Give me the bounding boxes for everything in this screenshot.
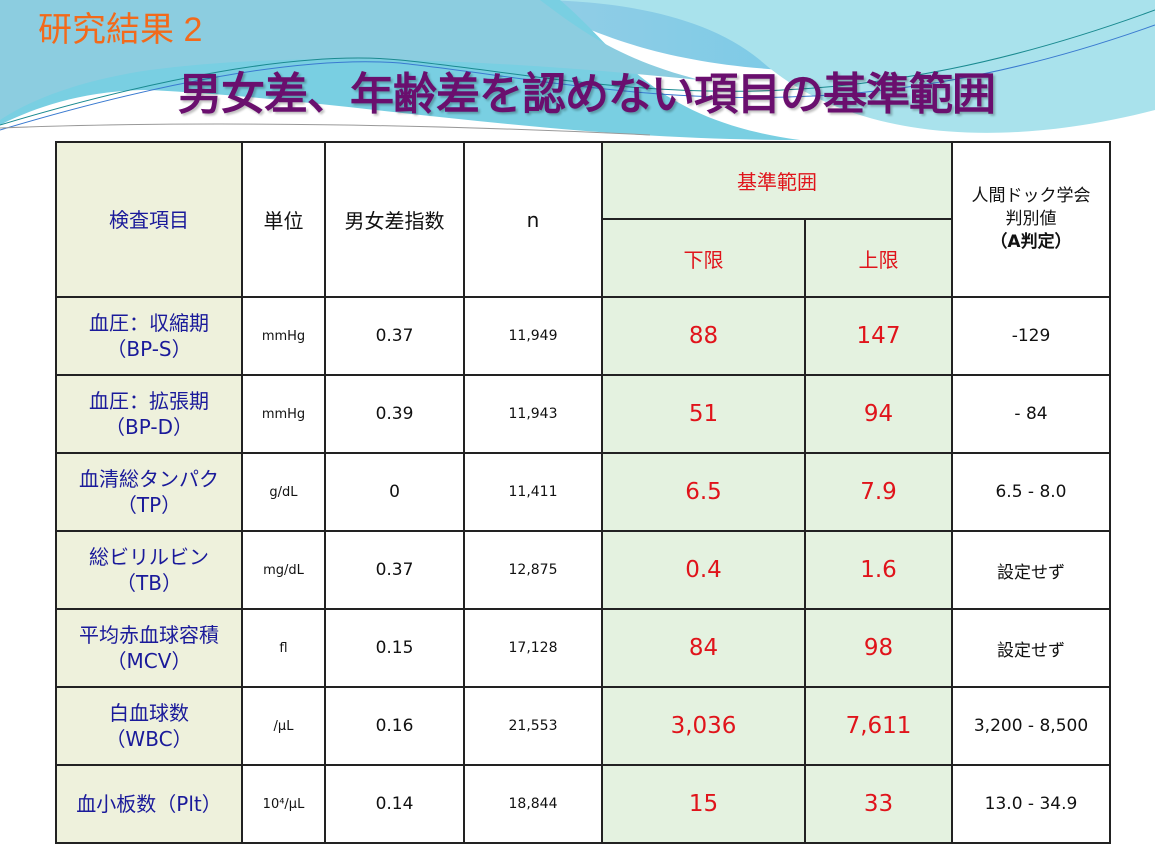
lower-limit-cell: 0.4: [601, 530, 806, 610]
upper-limit-cell: 147: [804, 296, 953, 376]
item-name-line2: （TB）: [116, 571, 182, 595]
n-cell: 11,411: [463, 452, 603, 532]
upper-limit-cell: 7.9: [804, 452, 953, 532]
table-row: 総ビリルビン （TB） mg/dL 0.37 12,875 0.4 1.6 設定せ…: [55, 530, 1111, 610]
n-cell: 18,844: [463, 764, 603, 844]
lower-limit-cell: 51: [601, 374, 806, 454]
sex-index-cell: 0.14: [324, 764, 465, 844]
reference-range-table: 検査項目 単位 男女差指数 n 基準範囲 人間ドック学会 判別値 （A判定） 下…: [55, 141, 1111, 844]
upper-limit-cell: 33: [804, 764, 953, 844]
item-name-line1: 血圧：収縮期: [89, 311, 209, 335]
sex-index-cell: 0.39: [324, 374, 465, 454]
lower-limit-cell: 3,036: [601, 686, 806, 766]
n-cell: 17,128: [463, 608, 603, 688]
lower-limit-cell: 88: [601, 296, 806, 376]
unit-cell: 10⁴/μL: [241, 764, 326, 844]
item-name: 平均赤血球容積 （MCV）: [55, 608, 243, 688]
header-upper: 上限: [804, 218, 953, 298]
item-name-line2: （BP-D）: [105, 415, 193, 439]
header-judgement-line3: （A判定）: [990, 232, 1072, 252]
table-row: 血小板数（Plt） 10⁴/μL 0.14 18,844 15 33 13.0 …: [55, 764, 1111, 844]
item-name: 血小板数（Plt）: [55, 764, 243, 844]
judgement-cell: 設定せず: [951, 530, 1111, 610]
header-n: n: [463, 141, 603, 298]
header-reference-range: 基準範囲: [601, 141, 953, 220]
judgement-cell: 13.0 - 34.9: [951, 764, 1111, 844]
unit-cell: mmHg: [241, 374, 326, 454]
judgement-cell: 3,200 - 8,500: [951, 686, 1111, 766]
unit-cell: /μL: [241, 686, 326, 766]
header-judgement: 人間ドック学会 判別値 （A判定）: [951, 141, 1111, 298]
item-name-line1: 血圧：拡張期: [89, 389, 209, 413]
item-name-line2: （BP-S）: [106, 337, 192, 361]
header-sex-index: 男女差指数: [324, 141, 465, 298]
slide-title: 男女差、年齢差を認めない項目の基準範囲: [178, 69, 996, 120]
item-name-line2: （TP）: [116, 493, 182, 517]
judgement-cell: 6.5 - 8.0: [951, 452, 1111, 532]
upper-limit-cell: 1.6: [804, 530, 953, 610]
table-row: 血圧：拡張期 （BP-D） mmHg 0.39 11,943 51 94 - 84: [55, 374, 1111, 454]
sex-index-cell: 0.15: [324, 608, 465, 688]
table-row: 白血球数 （WBC） /μL 0.16 21,553 3,036 7,611 3,…: [55, 686, 1111, 766]
n-cell: 12,875: [463, 530, 603, 610]
unit-cell: g/dL: [241, 452, 326, 532]
item-name: 白血球数 （WBC）: [55, 686, 243, 766]
n-cell: 21,553: [463, 686, 603, 766]
sex-index-cell: 0: [324, 452, 465, 532]
header-item: 検査項目: [55, 141, 243, 298]
lower-limit-cell: 84: [601, 608, 806, 688]
slide-subtitle: 研究結果 2: [38, 11, 203, 49]
upper-limit-cell: 94: [804, 374, 953, 454]
n-cell: 11,949: [463, 296, 603, 376]
item-name: 血圧：拡張期 （BP-D）: [55, 374, 243, 454]
unit-cell: mmHg: [241, 296, 326, 376]
item-name-line2: （MCV）: [106, 649, 192, 673]
n-cell: 11,943: [463, 374, 603, 454]
header-lower: 下限: [601, 218, 806, 298]
item-name-line1: 血清総タンパク: [79, 467, 219, 491]
sex-index-cell: 0.37: [324, 530, 465, 610]
upper-limit-cell: 98: [804, 608, 953, 688]
unit-cell: fl: [241, 608, 326, 688]
header-unit: 単位: [241, 141, 326, 298]
item-name: 血清総タンパク （TP）: [55, 452, 243, 532]
lower-limit-cell: 15: [601, 764, 806, 844]
judgement-cell: -129: [951, 296, 1111, 376]
upper-limit-cell: 7,611: [804, 686, 953, 766]
sex-index-cell: 0.16: [324, 686, 465, 766]
item-name: 血圧：収縮期 （BP-S）: [55, 296, 243, 376]
item-name-line1: 総ビリルビン: [89, 545, 209, 569]
judgement-cell: 設定せず: [951, 608, 1111, 688]
sex-index-cell: 0.37: [324, 296, 465, 376]
item-name-line1: 白血球数: [109, 701, 189, 725]
item-name-line2: （WBC）: [105, 727, 193, 751]
judgement-cell: - 84: [951, 374, 1111, 454]
header-wave-background: [0, 0, 1155, 140]
item-name-line1: 血小板数（Plt）: [76, 792, 222, 816]
item-name: 総ビリルビン （TB）: [55, 530, 243, 610]
unit-cell: mg/dL: [241, 530, 326, 610]
table-row: 平均赤血球容積 （MCV） fl 0.15 17,128 84 98 設定せず: [55, 608, 1111, 688]
lower-limit-cell: 6.5: [601, 452, 806, 532]
table-row: 血圧：収縮期 （BP-S） mmHg 0.37 11,949 88 147 -12…: [55, 296, 1111, 376]
header-judgement-line1: 人間ドック学会: [971, 186, 1091, 206]
header-judgement-line2: 判別値: [1005, 209, 1057, 229]
table-row: 血清総タンパク （TP） g/dL 0 11,411 6.5 7.9 6.5 - …: [55, 452, 1111, 532]
item-name-line1: 平均赤血球容積: [79, 623, 219, 647]
